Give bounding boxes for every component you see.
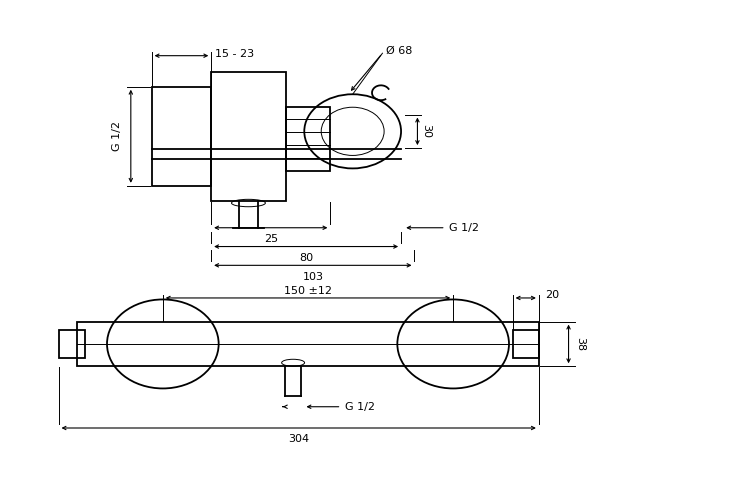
Text: 80: 80 — [299, 253, 314, 263]
Text: 304: 304 — [288, 434, 309, 444]
Bar — [286, 106, 330, 171]
Text: G 1/2: G 1/2 — [112, 122, 122, 152]
Text: 103: 103 — [302, 272, 323, 282]
Text: 25: 25 — [264, 234, 278, 244]
Bar — [77, 322, 538, 366]
Text: 15 - 23: 15 - 23 — [215, 48, 254, 58]
Bar — [513, 330, 538, 358]
Text: 20: 20 — [545, 290, 560, 300]
Text: 150 ±12: 150 ±12 — [284, 286, 332, 296]
Text: 38: 38 — [575, 337, 586, 351]
Bar — [152, 87, 211, 186]
Text: G 1/2: G 1/2 — [449, 223, 479, 233]
Text: 30: 30 — [422, 124, 431, 138]
Text: Ø 68: Ø 68 — [386, 46, 412, 56]
Bar — [211, 72, 286, 200]
Text: G 1/2: G 1/2 — [345, 402, 375, 411]
Bar — [58, 330, 85, 358]
